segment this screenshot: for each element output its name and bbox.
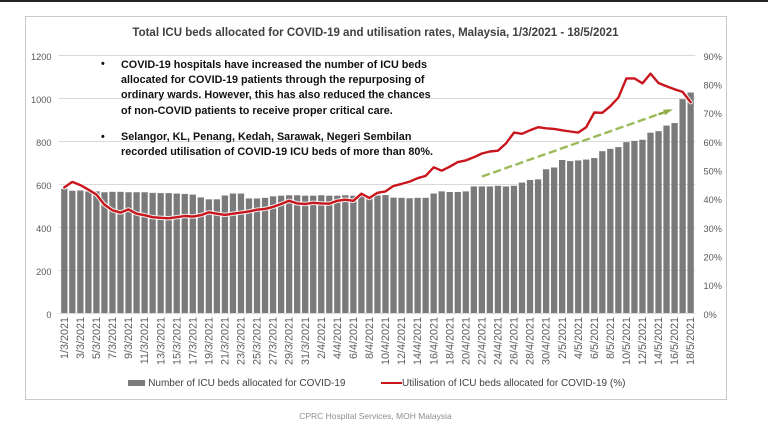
svg-text:13/3/2021: 13/3/2021 bbox=[155, 317, 167, 365]
svg-text:1/3/2021: 1/3/2021 bbox=[59, 317, 71, 359]
svg-text:16/4/2021: 16/4/2021 bbox=[428, 317, 440, 365]
svg-text:2/5/2021: 2/5/2021 bbox=[557, 317, 569, 359]
svg-text:2/4/2021: 2/4/2021 bbox=[316, 317, 328, 359]
svg-text:9/3/2021: 9/3/2021 bbox=[123, 317, 135, 359]
svg-text:0: 0 bbox=[46, 310, 51, 320]
svg-text:24/4/2021: 24/4/2021 bbox=[493, 317, 505, 365]
svg-text:4/4/2021: 4/4/2021 bbox=[332, 317, 344, 359]
svg-text:40%: 40% bbox=[704, 195, 722, 205]
svg-text:8/4/2021: 8/4/2021 bbox=[364, 317, 376, 359]
svg-text:7/3/2021: 7/3/2021 bbox=[107, 317, 119, 359]
svg-text:80%: 80% bbox=[704, 81, 722, 91]
svg-text:28/4/2021: 28/4/2021 bbox=[525, 317, 537, 365]
svg-text:25/3/2021: 25/3/2021 bbox=[252, 317, 264, 365]
svg-text:10/4/2021: 10/4/2021 bbox=[380, 317, 392, 365]
svg-text:14/4/2021: 14/4/2021 bbox=[412, 317, 424, 365]
svg-text:400: 400 bbox=[36, 224, 51, 234]
svg-text:4/5/2021: 4/5/2021 bbox=[573, 317, 585, 359]
svg-text:1000: 1000 bbox=[31, 95, 51, 105]
svg-text:10%: 10% bbox=[704, 281, 722, 291]
svg-text:5/3/2021: 5/3/2021 bbox=[91, 317, 103, 359]
svg-text:17/3/2021: 17/3/2021 bbox=[187, 317, 199, 365]
svg-text:12/5/2021: 12/5/2021 bbox=[637, 317, 649, 365]
svg-text:10/5/2021: 10/5/2021 bbox=[621, 317, 633, 365]
svg-text:15/3/2021: 15/3/2021 bbox=[171, 317, 183, 365]
svg-text:600: 600 bbox=[36, 181, 51, 191]
svg-text:21/3/2021: 21/3/2021 bbox=[220, 317, 232, 365]
svg-text:20%: 20% bbox=[704, 253, 722, 263]
svg-text:11/3/2021: 11/3/2021 bbox=[139, 317, 151, 364]
svg-text:20/4/2021: 20/4/2021 bbox=[460, 317, 472, 365]
svg-text:200: 200 bbox=[36, 267, 51, 277]
svg-text:14/5/2021: 14/5/2021 bbox=[653, 317, 665, 365]
svg-text:6/4/2021: 6/4/2021 bbox=[348, 317, 360, 359]
svg-text:50%: 50% bbox=[704, 167, 722, 177]
svg-text:23/3/2021: 23/3/2021 bbox=[236, 317, 248, 365]
svg-text:19/3/2021: 19/3/2021 bbox=[203, 317, 215, 365]
svg-text:30%: 30% bbox=[704, 224, 722, 234]
svg-text:22/4/2021: 22/4/2021 bbox=[477, 317, 489, 365]
svg-text:0%: 0% bbox=[704, 310, 717, 320]
svg-text:16/5/2021: 16/5/2021 bbox=[669, 317, 681, 365]
svg-text:8/5/2021: 8/5/2021 bbox=[605, 317, 617, 359]
svg-text:26/4/2021: 26/4/2021 bbox=[509, 317, 521, 365]
svg-text:90%: 90% bbox=[704, 52, 722, 62]
svg-text:6/5/2021: 6/5/2021 bbox=[589, 317, 601, 359]
svg-text:29/3/2021: 29/3/2021 bbox=[284, 317, 296, 365]
svg-text:27/3/2021: 27/3/2021 bbox=[268, 317, 280, 365]
svg-text:30/4/2021: 30/4/2021 bbox=[541, 317, 553, 365]
svg-text:1200: 1200 bbox=[31, 52, 51, 62]
svg-text:60%: 60% bbox=[704, 138, 722, 148]
svg-text:800: 800 bbox=[36, 138, 51, 148]
svg-text:18/5/2021: 18/5/2021 bbox=[685, 317, 697, 365]
svg-text:3/3/2021: 3/3/2021 bbox=[75, 317, 87, 359]
svg-text:18/4/2021: 18/4/2021 bbox=[444, 317, 456, 365]
svg-text:12/4/2021: 12/4/2021 bbox=[396, 317, 408, 365]
svg-text:70%: 70% bbox=[704, 109, 722, 119]
svg-text:31/3/2021: 31/3/2021 bbox=[300, 317, 312, 365]
